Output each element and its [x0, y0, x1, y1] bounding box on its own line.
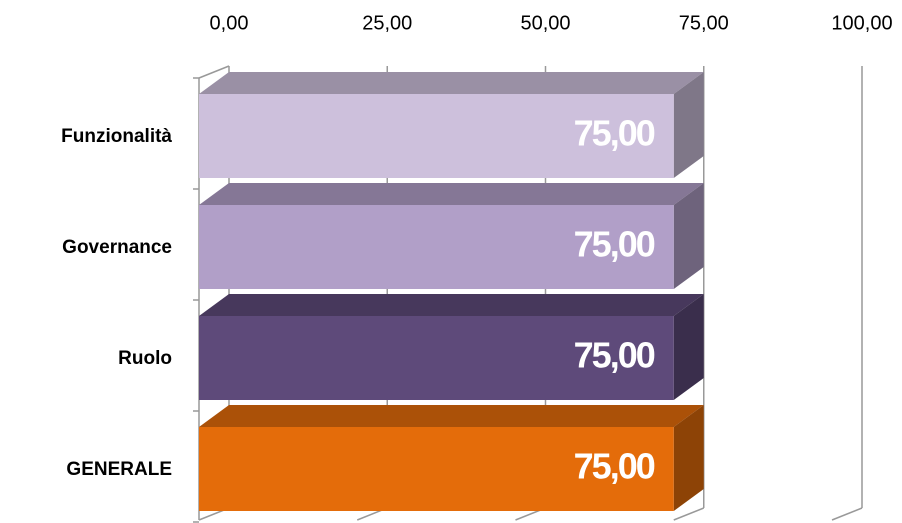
x-tick-label: 25,00	[362, 12, 412, 34]
category-label: Governance	[62, 237, 172, 258]
bar	[199, 316, 674, 400]
bar-side	[673, 294, 704, 400]
bar	[199, 94, 674, 178]
wall-edge	[198, 65, 230, 79]
x-tick-label: 75,00	[679, 12, 729, 34]
x-tick-label: 100,00	[831, 12, 892, 34]
category-label: Funzionalità	[61, 126, 172, 147]
bar-side	[673, 183, 704, 289]
value-label: 75,00	[574, 113, 655, 154]
x-tick-label: 50,00	[520, 12, 570, 34]
bar-top	[199, 183, 704, 205]
bar-top	[199, 72, 704, 94]
value-label: 75,00	[574, 335, 655, 376]
grid-line	[673, 507, 705, 521]
bar	[199, 427, 674, 511]
category-label: Ruolo	[118, 348, 172, 369]
bar-side	[673, 405, 704, 511]
bar-top	[199, 294, 704, 316]
value-label: 75,00	[574, 446, 655, 487]
bar-side	[673, 72, 704, 178]
value-label: 75,00	[574, 224, 655, 265]
category-label: GENERALE	[66, 459, 172, 480]
x-tick-label: 0,00	[210, 12, 249, 34]
bar-top	[199, 405, 704, 427]
bar	[199, 205, 674, 289]
grid-line	[831, 507, 863, 521]
